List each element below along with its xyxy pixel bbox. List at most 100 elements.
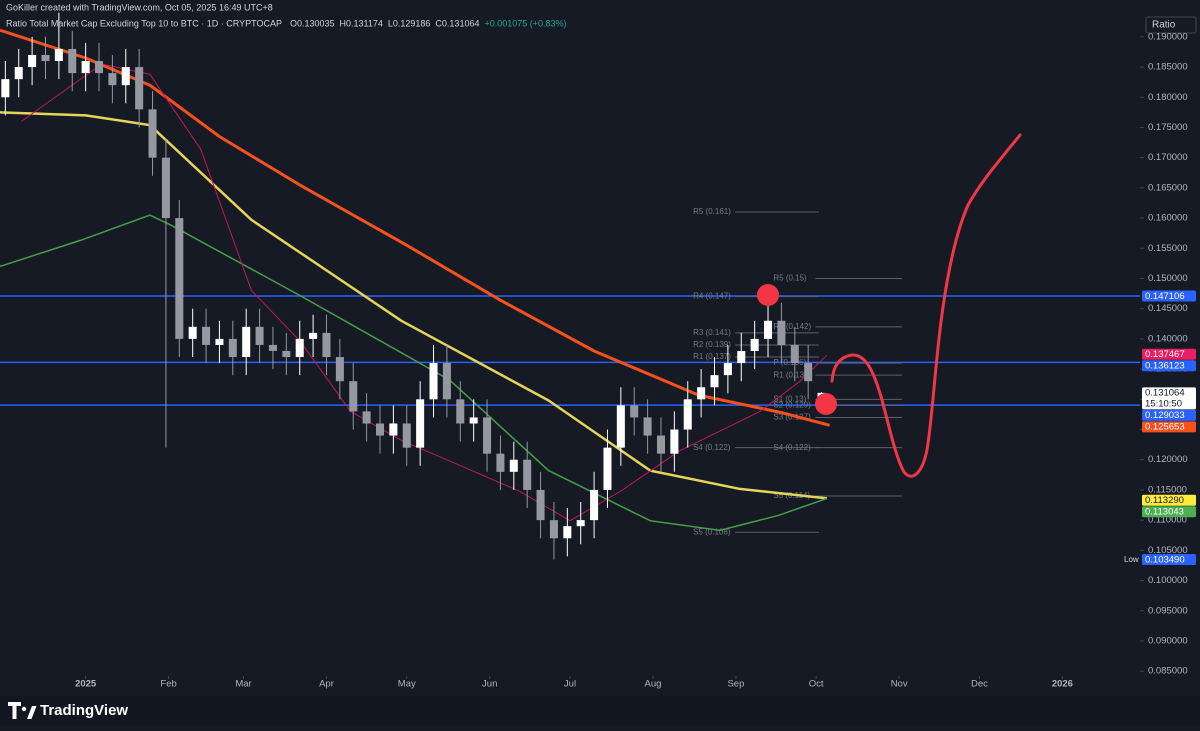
price-label: 0.113290	[1145, 495, 1184, 506]
moving-average	[21, 63, 828, 522]
price-scale: Ratio 0.085000 0.090000 0.095000 0.100000 0.…	[1122, 0, 1200, 677]
candle-body	[255, 326, 264, 345]
pivot-label: P (0.136)	[773, 358, 806, 367]
ohlc-value: H0.131174	[340, 18, 383, 28]
candle-body	[764, 320, 773, 339]
x-tick-label: Jun	[482, 679, 497, 690]
y-tick-label: 0.145000	[1148, 303, 1188, 314]
scale-label: Ratio	[1152, 20, 1176, 31]
price-label: 0.113043	[1145, 507, 1184, 518]
candle-body	[202, 326, 211, 345]
candle-body	[268, 344, 277, 351]
candle-body	[603, 447, 612, 490]
price-tag: Low	[1124, 555, 1139, 564]
x-tick-label: 2026	[1052, 679, 1073, 690]
price-label-box	[1142, 360, 1196, 372]
time-axis-bg	[0, 676, 1200, 696]
candle-body	[429, 363, 438, 400]
candle-body	[536, 489, 545, 521]
candle-body	[656, 435, 665, 454]
y-tick-label: 0.115000	[1148, 484, 1187, 495]
candle-body	[228, 338, 237, 358]
candle-body	[496, 453, 505, 472]
logo-mark	[21, 706, 27, 712]
logo-mark	[27, 706, 37, 719]
pivot-label: R3 (0.142)	[773, 322, 811, 331]
x-tick-label: Dec	[971, 679, 988, 690]
tradingview-logo: TradingView	[8, 702, 128, 719]
plot-area: R5 (0.161) R4 (0.147) R3 (0.141) R2 (0.139)…	[0, 12, 1140, 560]
price-label-box	[1142, 553, 1196, 565]
candle-body	[54, 48, 63, 62]
pivot-label: R3 (0.141)	[693, 328, 731, 337]
annotation-drawing	[830, 133, 1022, 478]
price-label: 0.125653	[1145, 422, 1185, 433]
pivot-label: S4 (0.122)	[773, 443, 811, 452]
pivot-label: S4 (0.122)	[693, 443, 731, 452]
price-label-box	[1142, 506, 1196, 518]
price-label-box	[1142, 348, 1196, 360]
price-label: 0.136123	[1145, 361, 1185, 372]
pivot-label: R4 (0.147)	[693, 292, 731, 301]
annotation-dot	[815, 393, 837, 415]
price-tag-box	[1122, 553, 1141, 565]
candle-body	[643, 417, 652, 436]
candle-body	[630, 405, 639, 418]
y-tick-label: 0.085000	[1148, 666, 1188, 677]
candle-body	[710, 375, 719, 388]
candle-body	[616, 405, 625, 448]
pivot-label: R1 (0.134)	[773, 370, 811, 379]
candle-body	[469, 417, 478, 424]
candle-body	[375, 423, 385, 436]
y-tick-label: 0.155000	[1148, 243, 1188, 254]
candle-body	[549, 520, 558, 539]
y-tick-label: 0.175000	[1148, 122, 1188, 133]
y-tick-label: 0.090000	[1148, 635, 1188, 646]
price-label-box	[1142, 387, 1196, 410]
pivot-label: S5 (0.108)	[693, 527, 731, 536]
candle-body	[68, 48, 77, 74]
y-tick-label: 0.095000	[1148, 605, 1188, 616]
symbol-title: Ratio Total Market Cap Excluding Top 10 …	[6, 18, 282, 28]
x-tick-label: Feb	[160, 679, 176, 690]
header-title: GoKiller created with TradingView.com, O…	[6, 2, 273, 12]
candle-body	[697, 387, 706, 400]
x-tick-label: Jul	[564, 679, 576, 690]
candle-body	[590, 489, 599, 521]
price-label-box	[1142, 494, 1196, 506]
candle-body	[723, 363, 732, 376]
candle-body	[804, 363, 813, 382]
candle-body	[349, 381, 358, 412]
candle-body	[81, 61, 90, 74]
y-tick-label: 0.120000	[1148, 454, 1188, 465]
candle-body	[790, 344, 799, 364]
candle-body	[215, 338, 224, 345]
scale-label-box	[1145, 16, 1197, 34]
candle-body	[14, 67, 23, 80]
y-tick-label: 0.150000	[1148, 273, 1188, 284]
y-tick-label: 0.160000	[1148, 213, 1188, 224]
y-tick-label: 0.185000	[1148, 62, 1188, 73]
pivot-label: R2 (0.139)	[693, 340, 731, 349]
y-tick-label: 0.165000	[1148, 182, 1188, 193]
change-value: +0.001075 (+0.83%)	[484, 18, 566, 28]
pivot-label: R5 (0.15)	[773, 274, 807, 283]
candle-body	[108, 73, 117, 86]
price-label: 0.131064	[1145, 388, 1185, 399]
moving-average	[0, 111, 828, 500]
candle-body	[362, 411, 371, 424]
candle-body	[41, 54, 50, 62]
candle-body	[483, 417, 492, 454]
candle-body	[737, 350, 746, 364]
candle-body	[309, 332, 318, 339]
candle-body	[389, 423, 398, 436]
candle-body	[442, 363, 451, 400]
y-tick-label: 0.105000	[1148, 545, 1188, 556]
price-label: 0.137467	[1145, 349, 1185, 360]
y-tick-label: 0.170000	[1148, 152, 1188, 163]
price-label-box	[1142, 421, 1196, 433]
candle-body	[416, 399, 425, 448]
candle-body	[335, 357, 344, 382]
